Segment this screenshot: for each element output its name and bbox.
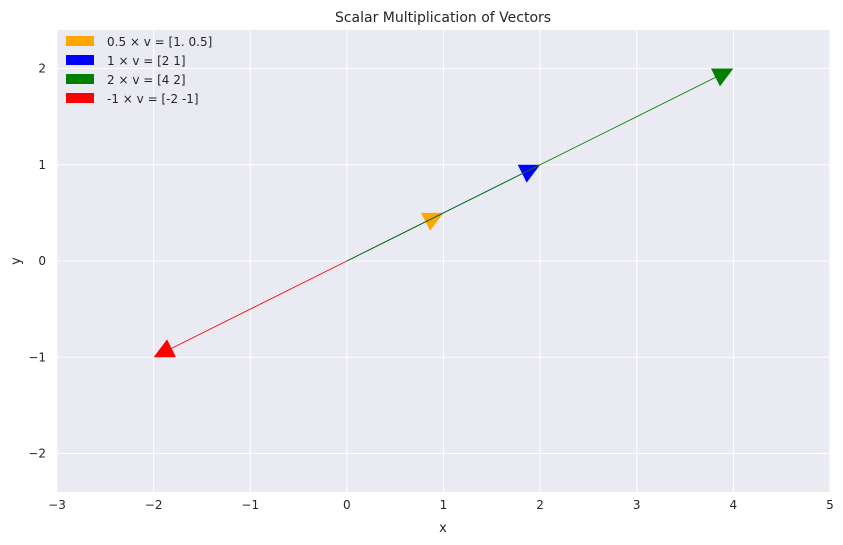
vector-arrowhead: [711, 68, 734, 87]
x-tick-label: 0: [343, 498, 351, 512]
legend-label: -1 × v = [-2 -1]: [107, 92, 199, 106]
tick-labels: −3 −2 −1 0 1 2 3 4 5 −2 −1 0 1 2: [28, 62, 834, 513]
x-tick-label: 5: [826, 498, 834, 512]
vector-shaft: [346, 77, 716, 262]
x-axis-label: x: [439, 521, 447, 536]
legend-label: 1 × v = [2 1]: [107, 54, 186, 68]
x-tick-label: −1: [241, 498, 259, 512]
vector-arrowhead: [517, 164, 541, 183]
y-tick-label: 2: [38, 62, 46, 76]
legend-label: 0.5 × v = [1. 0.5]: [107, 35, 212, 49]
grid: [56, 30, 831, 492]
y-tick-label: −1: [28, 350, 46, 364]
y-tick-label: 0: [38, 254, 46, 268]
vectors: [153, 68, 734, 358]
x-tick-label: 2: [536, 498, 544, 512]
legend-swatch: [66, 93, 94, 103]
x-tick-label: −3: [48, 498, 66, 512]
legend-swatch: [66, 55, 94, 65]
x-tick-label: 4: [730, 498, 738, 512]
x-tick-label: 3: [633, 498, 641, 512]
x-tick-label: 1: [440, 498, 448, 512]
chart-title: Scalar Multiplication of Vectors: [335, 10, 551, 26]
y-axis-label: y: [9, 257, 24, 265]
y-tick-label: 1: [38, 158, 46, 172]
legend-swatch: [66, 36, 94, 46]
legend-swatch: [66, 74, 94, 84]
vector-arrowhead: [421, 212, 444, 231]
legend-label: 2 × v = [4 2]: [107, 73, 186, 87]
x-tick-label: −2: [145, 498, 163, 512]
y-tick-label: −2: [28, 447, 46, 461]
vector-shaft: [171, 260, 348, 349]
legend: 0.5 × v = [1. 0.5] 1 × v = [2 1] 2 × v = […: [66, 35, 212, 106]
vector-arrowhead: [153, 339, 176, 358]
